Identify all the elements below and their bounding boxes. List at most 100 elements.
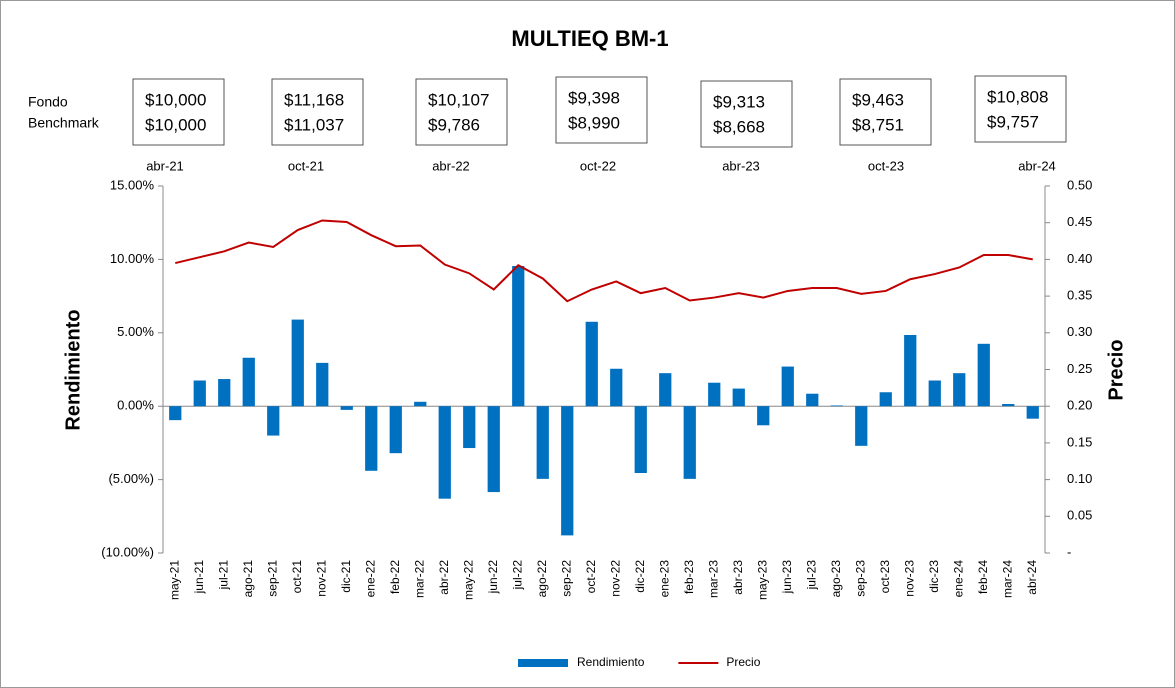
x-tick-label: feb-23 — [682, 560, 696, 594]
bar — [610, 368, 623, 407]
y2-tick-label: 0.45 — [1067, 214, 1092, 229]
bar — [904, 335, 917, 407]
bar — [512, 266, 525, 407]
row-label: Benchmark — [28, 115, 100, 131]
bar — [365, 406, 378, 471]
chart-title: MULTIEQ BM-1 — [511, 26, 668, 51]
y2-tick-label: 0.35 — [1067, 288, 1092, 303]
snapshot-benchmark: $9,786 — [428, 115, 480, 134]
snapshot-box — [974, 75, 1067, 143]
snapshot-benchmark: $8,990 — [568, 113, 620, 132]
snapshot-box — [271, 78, 364, 146]
x-tick-label: mar-22 — [412, 560, 426, 598]
x-tick-label: nov-21 — [314, 560, 328, 597]
x-tick-label: ago-22 — [535, 560, 549, 598]
x-tick-label: dic-22 — [633, 560, 647, 593]
x-tick-label: ene-22 — [363, 560, 377, 598]
x-tick-label: jun-21 — [192, 560, 206, 595]
bar — [414, 401, 427, 407]
x-tick-label: may-21 — [167, 560, 181, 600]
x-tick-label: ene-24 — [951, 560, 965, 598]
x-tick-label: nov-22 — [608, 560, 622, 597]
bar — [1026, 406, 1039, 419]
bar — [169, 406, 182, 421]
bar — [561, 406, 574, 536]
bar — [708, 382, 721, 407]
x-tick-label: ago-21 — [241, 560, 255, 598]
x-tick-label: jul-22 — [510, 560, 524, 591]
x-tick-label: sep-21 — [265, 560, 279, 597]
snapshot-fondo: $10,808 — [987, 87, 1048, 106]
y2-tick-label: 0.50 — [1067, 177, 1092, 192]
x-tick-label: nov-23 — [902, 560, 916, 597]
x-tick-label: jul-21 — [216, 560, 230, 591]
snapshot-benchmark: $8,668 — [713, 117, 765, 136]
snapshot-fondo: $9,313 — [713, 92, 765, 111]
x-tick-label: ene-23 — [657, 560, 671, 598]
x-tick-label: jun-22 — [486, 560, 500, 595]
x-tick-label: feb-22 — [388, 560, 402, 594]
bar — [879, 392, 892, 407]
snapshot-benchmark: $9,757 — [987, 112, 1039, 131]
y2-tick-label: 0.30 — [1067, 324, 1092, 339]
bar — [806, 393, 819, 407]
x-tick-label: sep-23 — [853, 560, 867, 597]
bar — [585, 321, 598, 407]
x-tick-label: ago-23 — [829, 560, 843, 598]
snapshot-benchmark: $8,751 — [852, 115, 904, 134]
bar — [977, 343, 990, 407]
bar — [438, 406, 451, 499]
x-tick-label: oct-22 — [584, 560, 598, 594]
x-tick-label: oct-23 — [878, 560, 892, 594]
snapshot-fondo: $10,000 — [145, 90, 206, 109]
x-tick-label: feb-24 — [976, 560, 990, 594]
bar — [267, 406, 280, 436]
x-tick-label: abr-23 — [731, 560, 745, 595]
legend-swatch — [518, 659, 568, 667]
x-tick-label: sep-22 — [559, 560, 573, 597]
x-tick-label: jul-23 — [804, 560, 818, 591]
bar — [536, 406, 549, 479]
y2-tick-label: 0.40 — [1067, 251, 1092, 266]
line — [175, 219, 1033, 303]
y-tick-label: 15.00% — [110, 177, 155, 192]
y2-tick-label: 0.10 — [1067, 471, 1092, 486]
y2-tick-label: - — [1067, 544, 1071, 559]
snapshot-benchmark: $11,037 — [284, 115, 344, 134]
bar — [953, 373, 966, 407]
snapshot-box — [555, 76, 648, 144]
bar — [291, 319, 304, 407]
snapshot-date: abr-23 — [722, 158, 760, 173]
bar — [316, 362, 329, 407]
bar — [634, 406, 647, 473]
y2-tick-label: 0.05 — [1067, 508, 1092, 523]
snapshot-box — [839, 78, 932, 146]
x-tick-label: mar-24 — [1000, 560, 1014, 598]
bar — [218, 379, 231, 407]
bar — [1002, 403, 1015, 407]
snapshot-fondo: $11,168 — [284, 90, 344, 109]
y-tick-label: 5.00% — [117, 324, 154, 339]
bar — [855, 406, 868, 446]
snapshot-date: abr-24 — [1018, 158, 1056, 173]
y-tick-label: (10.00%) — [101, 544, 154, 559]
bar — [340, 406, 353, 410]
legend-label: Precio — [726, 655, 760, 669]
snapshot-box — [132, 78, 225, 146]
bar — [830, 405, 843, 407]
x-tick-label: dic-21 — [339, 560, 353, 593]
snapshot-date: oct-22 — [580, 158, 616, 173]
bar — [463, 406, 476, 449]
snapshot-fondo: $9,398 — [568, 88, 620, 107]
snapshot-date: abr-21 — [146, 158, 184, 173]
bar — [389, 406, 402, 454]
row-label: Fondo — [28, 94, 68, 110]
snapshot-box — [700, 80, 793, 148]
bar — [683, 406, 696, 479]
y2-tick-label: 0.15 — [1067, 434, 1092, 449]
x-tick-label: abr-24 — [1025, 560, 1039, 595]
snapshot-date: oct-21 — [288, 158, 324, 173]
y2-axis-title: Precio — [1105, 339, 1127, 400]
snapshot-date: abr-22 — [432, 158, 470, 173]
